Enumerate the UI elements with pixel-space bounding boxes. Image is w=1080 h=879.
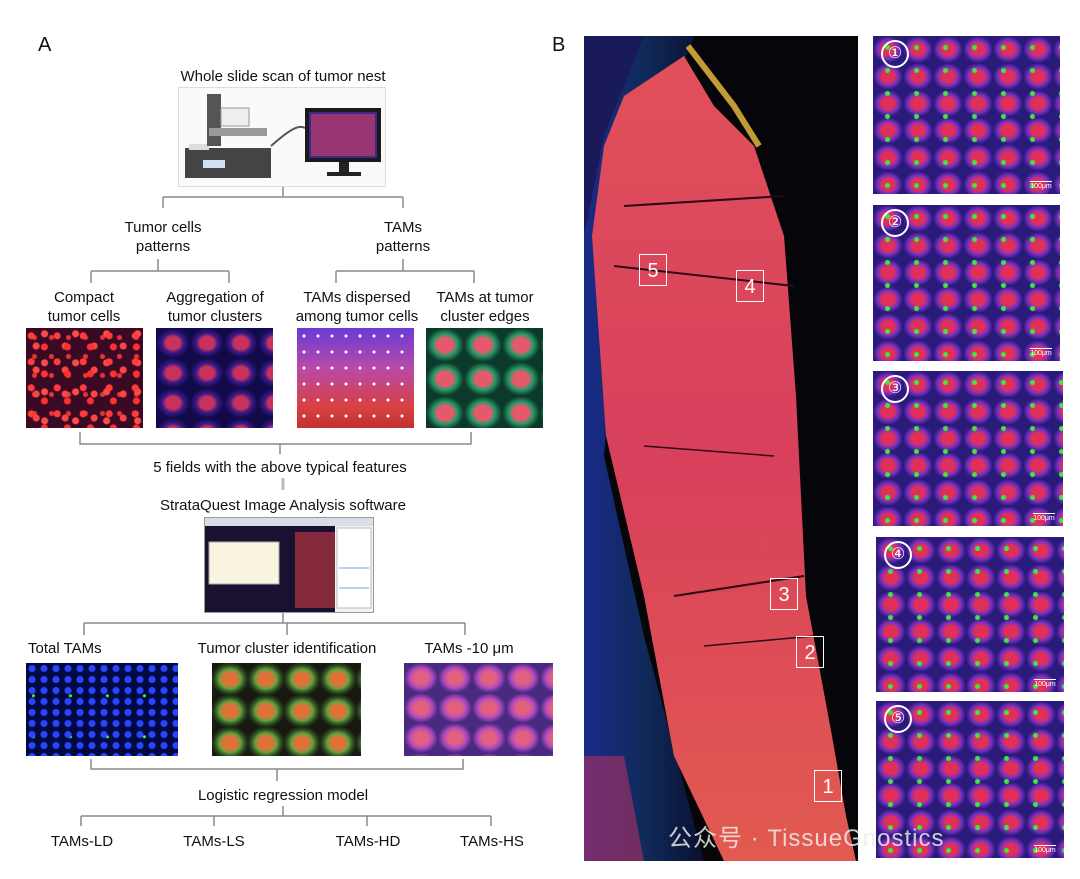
software-label: StrataQuest Image Analysis software	[160, 497, 406, 514]
region-marker-2: 2	[796, 636, 824, 668]
regression-label: Logistic regression model	[197, 787, 369, 804]
edges-image	[426, 328, 543, 428]
zoom-number-3: ③	[881, 375, 909, 403]
zoom-number-5: ⑤	[884, 705, 912, 733]
scanner-illustration	[178, 87, 386, 187]
scanner-column	[207, 94, 221, 146]
total-tams-image	[26, 663, 178, 756]
cluster-identification-label: Tumor cluster identification	[197, 640, 377, 657]
zoom-number-4: ④	[884, 541, 912, 569]
aggregation-image	[156, 328, 273, 428]
zoom-number-1: ①	[881, 40, 909, 68]
outcome-ls: TAMs-LS	[183, 833, 245, 850]
scale-bar-5: 100μm	[1034, 845, 1056, 854]
zoom-number-2: ②	[881, 209, 909, 237]
tams-patterns-label: TAMs patterns	[375, 219, 431, 255]
tams-10um-label: TAMs -10 μm	[424, 640, 514, 657]
tams-10um-image	[404, 663, 553, 756]
scale-bar-1: 100μm	[1030, 181, 1052, 190]
five-fields-label: 5 fields with the above typical features	[153, 459, 407, 476]
aggregation-label: Aggregation of tumor clusters	[166, 289, 264, 325]
cluster-identification-image	[212, 663, 361, 756]
scale-bar-4: 100μm	[1034, 679, 1056, 688]
edges-label: TAMs at tumor cluster edges	[436, 289, 534, 325]
tumor-cells-patterns-label: Tumor cells patterns	[124, 219, 202, 255]
whole-slide-image: 5 4 3 2 1	[584, 36, 858, 861]
scale-bar-3: 100μm	[1033, 513, 1055, 522]
panel-a-letter: A	[38, 34, 52, 56]
outcome-hd: TAMs-HD	[335, 833, 401, 850]
region-marker-3: 3	[770, 578, 798, 610]
software-screenshot	[204, 517, 374, 613]
zoom-image-2: ② 100μm	[873, 205, 1060, 361]
dispersed-label: TAMs dispersed among tumor cells	[295, 289, 419, 325]
scanner-display	[203, 160, 225, 168]
panel-b-letter: B	[552, 34, 566, 56]
zoom-image-3: ③ 100μm	[873, 371, 1063, 526]
compact-tumor-image	[26, 328, 143, 428]
watermark: 公众号 · TissueGnostics	[668, 825, 945, 852]
outcome-ld: TAMs-LD	[50, 833, 114, 850]
region-marker-5: 5	[639, 254, 667, 286]
tumor-tissue	[592, 56, 856, 861]
scanner-base	[185, 148, 271, 178]
zoom-image-5: ⑤ 100μm	[876, 701, 1064, 858]
compact-label: Compact tumor cells	[47, 289, 121, 325]
zoom-image-4: ④ 100μm	[876, 537, 1064, 692]
dispersed-image	[297, 328, 414, 428]
region-marker-1: 1	[814, 770, 842, 802]
outcome-hs: TAMs-HS	[460, 833, 524, 850]
region-marker-4: 4	[736, 270, 764, 302]
zoom-image-1: ① 100μm	[873, 36, 1060, 194]
scanner-cable	[270, 125, 306, 147]
scale-bar-2: 100μm	[1030, 348, 1052, 357]
scan-title: Whole slide scan of tumor nest	[180, 68, 386, 85]
total-tams-label: Total TAMs	[28, 640, 102, 657]
